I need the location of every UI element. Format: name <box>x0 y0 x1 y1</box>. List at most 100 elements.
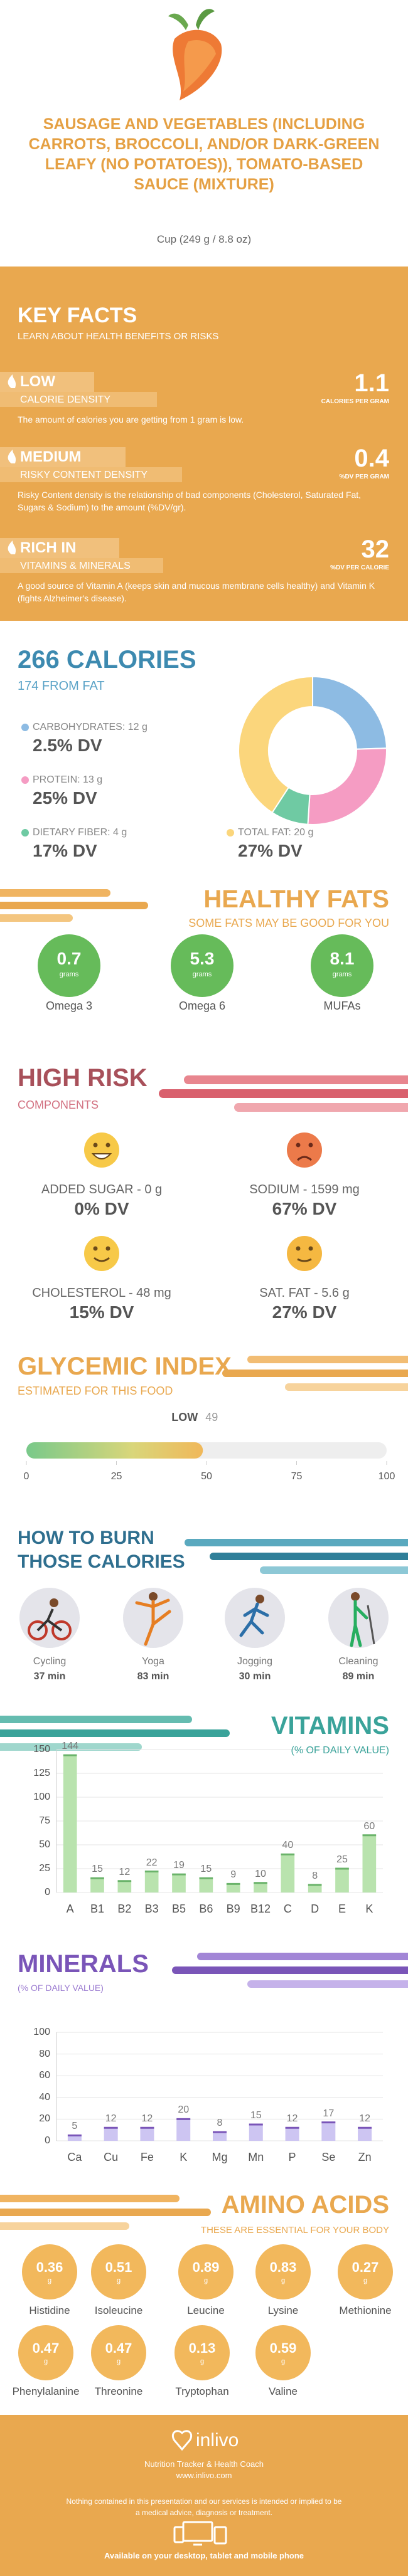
fact-level: MEDIUM <box>20 448 82 465</box>
section-subtitle: (% OF DAILY VALUE) <box>291 1745 389 1756</box>
x-tick-label: C <box>283 1903 292 1915</box>
amino-value: 0.47 <box>32 2340 60 2356</box>
x-tick-label: Fe <box>140 2151 154 2163</box>
gauge-level: LOW <box>171 1411 198 1423</box>
bar <box>67 2135 82 2141</box>
availability: Available on your desktop, tablet and mo… <box>104 2551 304 2560</box>
fact-description: A good source of Vitamin A (keeps skin a… <box>18 581 375 603</box>
y-tick-label: 150 <box>33 1744 50 1755</box>
fact-value: 32 <box>361 536 390 563</box>
x-tick-label: 25 <box>110 1471 122 1482</box>
amino-value: 0.36 <box>36 2259 63 2275</box>
x-tick-label: 100 <box>378 1471 395 1482</box>
brand: inlivo <box>196 2430 239 2451</box>
nutrient-label: TOTAL FAT: 20 g <box>238 827 314 838</box>
risk-label: SAT. FAT - 5.6 g <box>259 1286 350 1300</box>
value-label: 20 <box>178 2104 190 2116</box>
bar <box>176 2119 191 2141</box>
fat-badge <box>311 934 373 997</box>
amino-badge <box>91 2325 146 2380</box>
x-tick-label: 50 <box>201 1471 212 1482</box>
label-box <box>0 372 94 392</box>
serving-size: Cup (249 g / 8.8 oz) <box>156 233 252 245</box>
fact-label: RISKY CONTENT DENSITY <box>20 470 148 480</box>
bar <box>144 1871 159 1892</box>
nutrient-label: PROTEIN: 13 g <box>33 774 103 785</box>
y-tick-label: 25 <box>39 1863 50 1874</box>
bar <box>90 1878 104 1892</box>
tagline: Nutrition Tracker & Health Coach <box>144 2459 264 2469</box>
decor-stripes <box>0 2195 211 2230</box>
section-title: AMINO ACIDS <box>221 2191 389 2219</box>
amino-name: Valine <box>269 2385 298 2397</box>
label-box <box>0 447 126 467</box>
value-label: 9 <box>230 1869 237 1881</box>
bar <box>308 1884 322 1892</box>
amino-unit: g <box>281 2358 286 2365</box>
x-tick-label: Cu <box>104 2151 119 2163</box>
y-tick-label: 50 <box>39 1839 50 1850</box>
amino-value: 0.83 <box>269 2259 297 2275</box>
y-tick-label: 20 <box>39 2113 50 2125</box>
decor-stripes <box>159 1075 408 1112</box>
x-tick-label: Se <box>321 2151 336 2163</box>
activity-time: 37 min <box>33 1671 66 1682</box>
x-tick-label: B1 <box>90 1903 105 1915</box>
activity-time: 89 min <box>342 1671 375 1682</box>
fat-unit: grams <box>332 971 352 978</box>
risk-dv: 0% DV <box>74 1199 129 1218</box>
activity-time: 30 min <box>239 1671 271 1682</box>
bar <box>285 2128 299 2141</box>
activity-icon <box>19 1588 80 1648</box>
gauge-fill <box>26 1442 203 1459</box>
decor-stripes <box>0 889 148 922</box>
x-tick-label: B5 <box>171 1903 186 1915</box>
value-label: 144 <box>62 1741 78 1752</box>
emoji-happy <box>84 1236 119 1271</box>
amino-name: Histidine <box>29 2304 70 2316</box>
amino-value: 0.27 <box>352 2259 379 2275</box>
x-tick-label: B12 <box>250 1903 271 1915</box>
decor-stripes <box>185 1539 408 1574</box>
decor-stripes <box>0 1716 230 1751</box>
bar <box>335 1869 349 1892</box>
section-title: KEY FACTS <box>18 304 137 327</box>
fact-description: The amount of calories you are getting f… <box>18 414 244 425</box>
fat-value: 8.1 <box>330 949 355 968</box>
food-title: SAUSAGE AND VEGETABLES (INCLUDING CARROT… <box>28 115 380 193</box>
value-label: 25 <box>336 1854 348 1865</box>
x-tick-label: Ca <box>67 2151 82 2163</box>
risk-dv: 27% DV <box>272 1302 337 1322</box>
value-label: 19 <box>173 1860 185 1871</box>
fact-description: Risky Content density is the relationshi… <box>18 490 362 512</box>
gauge-value: 49 <box>205 1411 218 1423</box>
value-label: 8 <box>312 1870 318 1881</box>
donut-segment <box>238 675 313 814</box>
value-label: 15 <box>250 2110 262 2121</box>
label-box <box>0 538 119 558</box>
decor-stripes <box>222 1356 408 1391</box>
x-tick-label: A <box>66 1903 74 1915</box>
amino-unit: g <box>281 2277 286 2284</box>
amino-badge <box>338 2244 393 2299</box>
bar <box>362 1835 377 1892</box>
decor-stripes <box>172 1953 408 1988</box>
amino-badge <box>91 2244 146 2299</box>
legend-dot <box>21 776 29 784</box>
amino-name: Tryptophan <box>175 2385 229 2397</box>
section-title: GLYCEMIC INDEX <box>18 1353 232 1380</box>
amino-name: Threonine <box>94 2385 143 2397</box>
url: www.inlivo.com <box>176 2471 232 2480</box>
nutrient-dv: 17% DV <box>33 841 97 860</box>
x-tick-label: B9 <box>226 1903 240 1915</box>
bar <box>281 1854 295 1892</box>
value-label: 12 <box>359 2113 370 2125</box>
amino-value: 0.47 <box>105 2340 132 2356</box>
bar <box>358 2128 372 2141</box>
risk-dv: 67% DV <box>272 1199 337 1218</box>
amino-name: Phenylalanine <box>12 2385 80 2397</box>
amino-unit: g <box>363 2277 368 2284</box>
fact-value: 1.1 <box>354 369 389 397</box>
y-tick-label: 0 <box>45 1887 50 1898</box>
